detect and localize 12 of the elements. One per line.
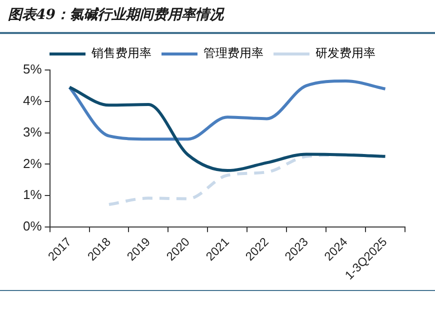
legend-label: 管理费用率 (204, 46, 264, 60)
y-tick-label: 0% (22, 218, 42, 234)
y-tick-label: 2% (22, 156, 42, 171)
chart-title: 图表49：氯碱行业期间费用率情况 (8, 6, 224, 24)
y-tick-label: 5% (22, 62, 42, 77)
legend-label: 销售费用率 (90, 46, 152, 60)
legend-label: 研发费用率 (316, 46, 376, 60)
y-tick-label: 4% (22, 92, 42, 108)
line-series (68, 86, 387, 172)
y-tick-label: 1% (22, 187, 42, 202)
line-series (68, 79, 387, 141)
y-tick-label: 3% (22, 124, 42, 140)
